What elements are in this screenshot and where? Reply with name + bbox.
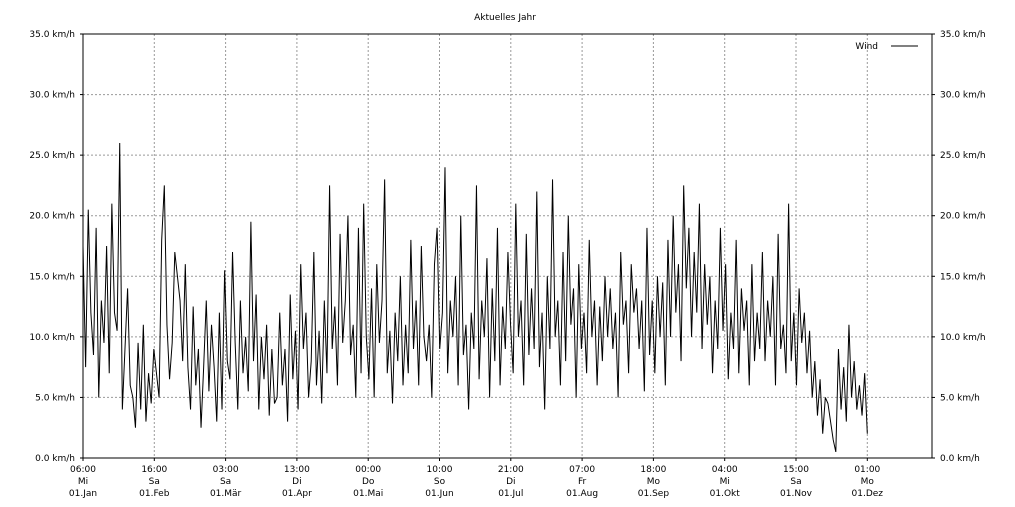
x-tick-time: 07:00: [569, 465, 595, 475]
axes: 0.0 km/h 0.0 km/h 5.0 km/h 5.0 km/h 10.0 km/…: [29, 30, 985, 499]
x-tick-date: 01.Apr: [282, 489, 312, 499]
x-tick-time: 21:00: [498, 465, 524, 475]
x-tick-date: 01.Nov: [780, 489, 813, 499]
y-tick-label: 20.0 km/h: [29, 212, 75, 222]
y-tick-label: 5.0 km/h: [35, 393, 75, 403]
x-tick-time: 13:00: [284, 465, 310, 475]
x-tick-date: 01.Feb: [139, 489, 170, 499]
grid: [83, 34, 932, 458]
x-tick-time: 04:00: [712, 465, 738, 475]
x-tick-time: 06:00: [70, 465, 96, 475]
y-tick-label-right: 35.0 km/h: [940, 30, 986, 40]
x-tick-time: 15:00: [783, 465, 809, 475]
legend: Wind: [855, 42, 918, 52]
y-tick-label: 0.0 km/h: [35, 454, 75, 464]
y-tick-label-right: 25.0 km/h: [940, 151, 986, 161]
x-tick-time: 00:00: [355, 465, 381, 475]
x-tick-date: 01.Dez: [852, 489, 884, 499]
x-tick-day: Mi: [78, 477, 88, 487]
y-tick-label: 15.0 km/h: [29, 272, 75, 282]
y-tick-label-right: 10.0 km/h: [940, 333, 986, 343]
x-tick-day: Mo: [861, 477, 875, 487]
y-tick-label: 35.0 km/h: [29, 30, 75, 40]
x-tick-day: Mi: [720, 477, 730, 487]
x-tick-date: 01.Jun: [425, 489, 453, 499]
x-tick-date: 01.Okt: [710, 489, 741, 499]
y-tick-label: 10.0 km/h: [29, 333, 75, 343]
x-tick-date: 01.Mär: [210, 489, 242, 499]
x-tick-day: Fr: [578, 477, 587, 487]
x-tick-time: 01:00: [854, 465, 880, 475]
y-tick-label-right: 5.0 km/h: [940, 393, 980, 403]
chart-title: Aktuelles Jahr: [474, 13, 536, 23]
x-tick-time: 18:00: [640, 465, 666, 475]
x-tick-time: 10:00: [427, 465, 453, 475]
x-tick-day: Di: [292, 477, 301, 487]
x-tick-date: 01.Jan: [69, 489, 97, 499]
x-tick-date: 01.Jul: [498, 489, 523, 499]
x-tick-date: 01.Aug: [566, 489, 598, 499]
y-tick-label-right: 0.0 km/h: [940, 454, 980, 464]
x-tick-day: Sa: [149, 477, 160, 487]
x-tick-day: Sa: [220, 477, 231, 487]
y-tick-label: 25.0 km/h: [29, 151, 75, 161]
x-tick-day: Sa: [790, 477, 801, 487]
legend-label-wind: Wind: [855, 42, 878, 52]
x-tick-date: 01.Sep: [638, 489, 670, 499]
x-tick-time: 03:00: [213, 465, 239, 475]
series-line-wind: [82, 143, 868, 453]
x-tick-day: Di: [506, 477, 515, 487]
x-tick-date: 01.Mai: [353, 489, 383, 499]
x-tick-time: 16:00: [141, 465, 167, 475]
y-tick-label: 30.0 km/h: [29, 91, 75, 101]
plot-frame: [82, 33, 933, 459]
y-tick-label-right: 20.0 km/h: [940, 212, 986, 222]
y-tick-label-right: 30.0 km/h: [940, 91, 986, 101]
x-tick-day: Mo: [647, 477, 661, 487]
y-tick-label-right: 15.0 km/h: [940, 272, 986, 282]
x-tick-day: Do: [362, 477, 375, 487]
x-tick-day: So: [434, 477, 446, 487]
